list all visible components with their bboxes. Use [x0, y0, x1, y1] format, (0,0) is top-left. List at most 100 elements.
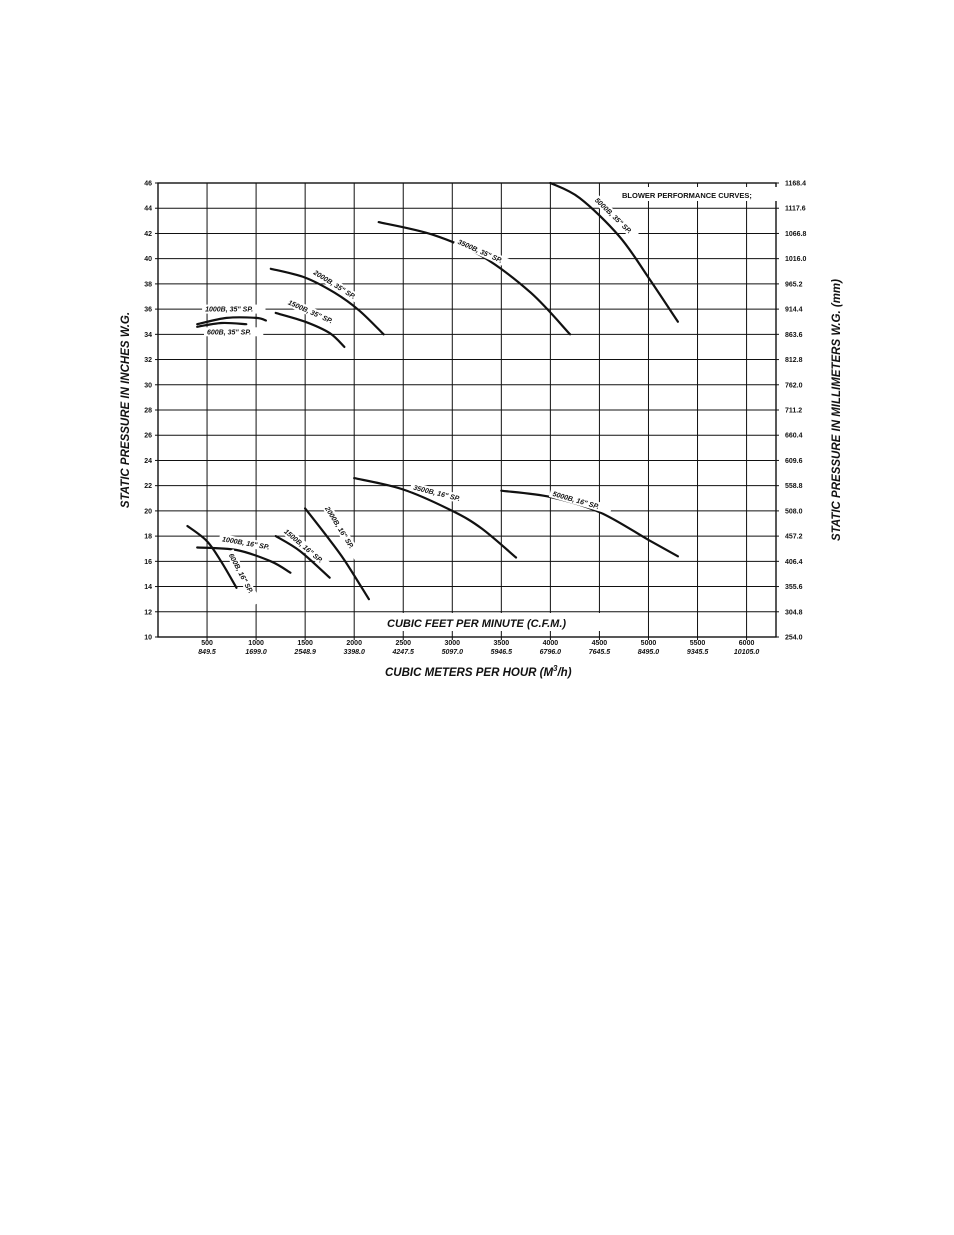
y-tick-label-left: 18 [144, 534, 152, 541]
curve-label-background [453, 235, 516, 270]
curve-label: 1500B, 16" SP. [282, 528, 323, 564]
y-tick-label-left: 22 [144, 483, 152, 490]
curve-label: 1500B, 35" SP. [287, 300, 334, 326]
y-axis-title-right: STATIC PRESSURE IN MILLIMETERS W.G. (mm) [831, 279, 843, 541]
curve-line [196, 546, 292, 574]
curve-label-background [309, 266, 368, 308]
curve-label-group: 600B, 35" SP. [204, 327, 264, 337]
y-tick-label-left: 26 [144, 433, 152, 440]
chart-title-background [618, 187, 778, 201]
y-tick-label-right: 965.2 [785, 281, 803, 288]
y-tick-label-left: 44 [144, 206, 152, 213]
curve-label: 3500B, 35" SP. [456, 239, 503, 265]
y-tick-label-left: 20 [144, 508, 152, 515]
x-tick-label-m3h: 6796.0 [540, 649, 562, 656]
y-tick-label-right: 355.6 [785, 584, 803, 591]
y-tick-label-right: 1066.8 [785, 231, 807, 238]
x-tick-label-cfm: 1500 [297, 640, 313, 647]
x-tick-label-cfm: 4500 [592, 640, 608, 647]
y-axis-title-left: STATIC PRESSURE IN INCHES W.G. [120, 312, 132, 508]
x-tick-label-cfm: 5500 [690, 640, 706, 647]
curve-line [500, 489, 679, 558]
curve-label-background [590, 193, 643, 245]
curve-label-group: 1500B, 16" SP. [280, 525, 335, 573]
y-tick-label-left: 36 [144, 307, 152, 314]
x-tick-label-m3h: 4247.5 [392, 649, 415, 656]
x-tick-label-cfm: 500 [201, 640, 213, 647]
curve-label: 600B, 16" SP. [227, 553, 254, 595]
y-tick-label-right: 711.2 [785, 408, 802, 415]
y-tick-label-right: 406.4 [785, 559, 803, 566]
x-tick-label-cfm: 3500 [494, 640, 510, 647]
curve-label-group: 3500B, 35" SP. [453, 235, 516, 270]
y-tick-label-right: 863.6 [785, 332, 803, 339]
y-tick-label-left: 46 [144, 181, 152, 188]
chart-title: BLOWER PERFORMANCE CURVES; [622, 191, 752, 200]
curve-line [377, 221, 572, 336]
y-tick-label-left: 38 [144, 281, 152, 288]
curve-line [304, 507, 370, 601]
x-axis-title-m3h-end: /h) [556, 667, 571, 679]
x-tick-label-m3h: 5946.5 [491, 649, 513, 656]
curve-label-group: 2000B, 35" SP. [309, 266, 368, 308]
curve-label: 2000B, 35" SP. [311, 269, 356, 301]
curve-label-background [225, 549, 262, 606]
y-tick-label-right: 457.2 [785, 534, 803, 541]
x-tick-label-cfm: 2500 [395, 640, 411, 647]
curve-label: 600B, 35" SP. [207, 329, 251, 336]
curve-label-group: 1000B, 16" SP. [218, 533, 283, 554]
y-tick-label-left: 28 [144, 408, 152, 415]
x-tick-label-m3h: 2548.9 [293, 649, 316, 656]
x-tick-label-m3h: 10105.0 [734, 649, 759, 656]
y-tick-label-right: 812.8 [785, 357, 803, 364]
curve-label-background [548, 488, 613, 515]
x-axis-title-cfm: CUBIC FEET PER MINUTE (C.F.M.) [387, 618, 566, 630]
y-tick-label-right: 558.8 [785, 483, 803, 490]
y-tick-label-right: 1117.6 [785, 206, 806, 213]
y-tick-label-left: 42 [144, 231, 152, 238]
x-tick-label-cfm: 3000 [444, 640, 460, 647]
curve-label-background [321, 502, 363, 561]
curve-line [186, 524, 238, 589]
curve-label-background [218, 533, 283, 554]
curve-label: 2000B, 16" SP. [323, 505, 355, 550]
curve-line [549, 181, 679, 323]
curve-label-background [409, 481, 474, 507]
curve-label: 1000B, 35" SP. [205, 307, 253, 314]
x-tick-label-m3h: 7645.5 [589, 649, 611, 656]
performance-curves [186, 181, 679, 601]
x-tick-label-m3h: 1699.0 [245, 649, 267, 656]
y-tick-label-left: 34 [144, 332, 152, 339]
grid-lines [157, 182, 777, 638]
x-tick-label-m3h: 3398.0 [343, 649, 365, 656]
y-tick-label-right: 660.4 [785, 433, 803, 440]
y-tick-label-right: 508.0 [785, 508, 803, 515]
y-tick-label-left: 30 [144, 382, 152, 389]
y-tick-label-right: 304.8 [785, 609, 803, 616]
curve-label-group: 1000B, 35" SP. [202, 304, 266, 314]
x-tick-label-cfm: 5000 [641, 640, 657, 647]
curve-line [353, 477, 518, 559]
x-tick-label-m3h: 5097.0 [442, 649, 464, 656]
curve-label-background [280, 525, 335, 573]
curve-line [274, 311, 346, 348]
y-tick-label-left: 14 [144, 584, 152, 591]
x-axis-title-m3h-main: CUBIC METERS PER HOUR (M [385, 667, 553, 679]
y-tick-label-right: 609.6 [785, 458, 803, 465]
curve-label-group: 5000B, 35" SP. [590, 193, 643, 245]
x-tick-label-cfm: 6000 [739, 640, 755, 647]
x-tick-label-cfm: 4000 [543, 640, 559, 647]
curve-label-background [204, 327, 264, 337]
y-tick-label-right: 762.0 [785, 382, 803, 389]
x-tick-label-m3h: 9345.5 [687, 649, 709, 656]
curve-labels: 5000B, 35" SP. 3500B, 35" SP. 2000B, 35" S… [202, 193, 643, 606]
y-tick-label-left: 12 [144, 609, 152, 616]
y-tick-label-right: 1016.0 [785, 256, 807, 263]
y-tick-label-right: 254.0 [785, 635, 803, 642]
y-tick-label-right: 914.4 [785, 307, 803, 314]
y-tick-label-left: 10 [144, 635, 152, 642]
x-tick-label-m3h: 849.5 [198, 649, 216, 656]
y-tick-label-right: 1168.4 [785, 181, 806, 188]
curve-line [196, 321, 248, 328]
